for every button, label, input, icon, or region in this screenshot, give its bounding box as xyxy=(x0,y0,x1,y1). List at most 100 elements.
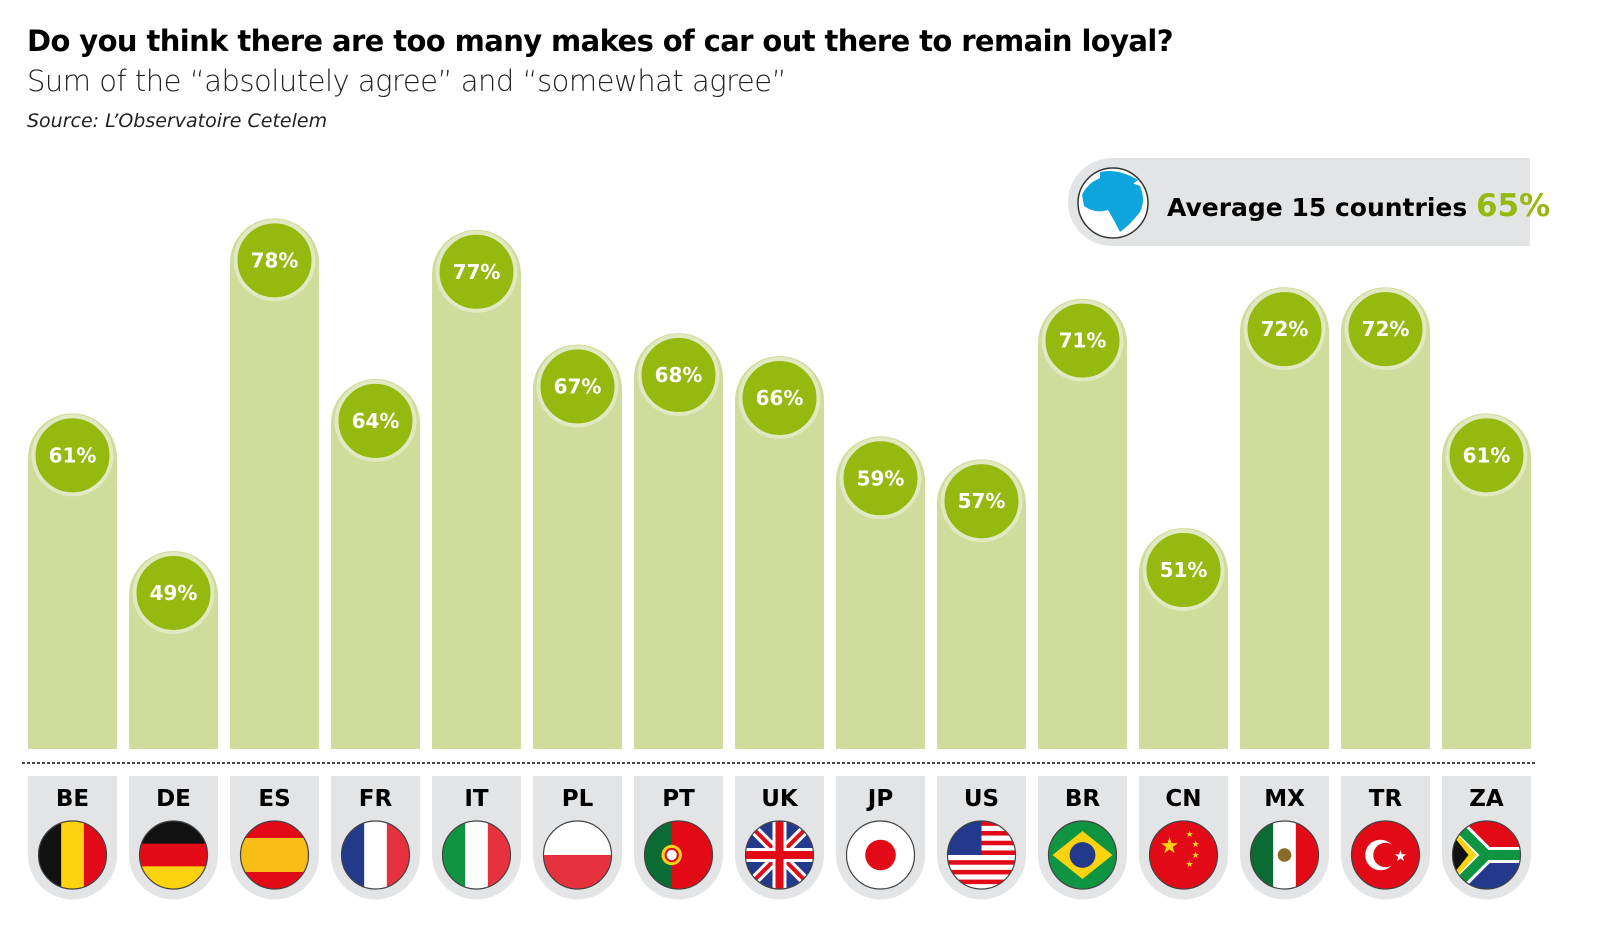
globe-land xyxy=(1082,176,1143,232)
chart-title: Do you think there are too many makes of… xyxy=(27,24,1174,58)
flag-stripe xyxy=(1295,821,1319,889)
bar xyxy=(735,355,824,749)
data-label: 59% xyxy=(857,466,905,490)
data-label: 67% xyxy=(554,375,602,399)
bar xyxy=(1442,413,1531,749)
data-label: 66% xyxy=(756,386,804,410)
tick-label: TR xyxy=(1369,786,1403,812)
flag-emblem xyxy=(1277,848,1292,862)
flag-stripe xyxy=(61,821,85,889)
value-circle xyxy=(334,379,417,462)
value-circle xyxy=(1344,288,1427,371)
bar-group-pt: 68% PT xyxy=(634,333,723,900)
flag-stripe xyxy=(139,821,208,845)
flag-star: ★ xyxy=(1192,851,1200,861)
average-label: Average 15 countries 65% xyxy=(1167,188,1550,224)
flag-border xyxy=(1148,820,1219,890)
flag-stripe xyxy=(947,855,1016,861)
bar xyxy=(331,378,420,749)
bar-group-za: 61% ZA xyxy=(1442,413,1531,900)
tick-label: MX xyxy=(1264,786,1305,812)
flag-stripe xyxy=(947,874,1016,880)
flag-stripe xyxy=(386,821,410,889)
flag-star: ★ xyxy=(1192,840,1200,850)
flag-jp-icon xyxy=(846,821,915,889)
bar-group-us: 57% US xyxy=(937,459,1026,900)
data-label: 72% xyxy=(1362,317,1410,341)
tick-label: PL xyxy=(562,786,594,812)
data-label: 61% xyxy=(1463,443,1511,467)
bar xyxy=(634,333,723,749)
flag-stripe xyxy=(947,869,1016,875)
flag-sun xyxy=(865,839,896,871)
value-circle xyxy=(233,219,316,302)
value-circle xyxy=(1445,414,1528,497)
bar xyxy=(533,344,622,749)
flag-br-icon xyxy=(1048,821,1117,889)
flag-stripe xyxy=(1250,821,1274,889)
average-box xyxy=(1068,158,1530,246)
flag-border xyxy=(946,820,1017,890)
flag-stripe xyxy=(341,821,365,889)
data-label: 68% xyxy=(655,363,703,387)
flag-border xyxy=(1451,820,1522,890)
flag-stripe xyxy=(240,838,309,872)
value-circle xyxy=(31,414,114,497)
flag-stripe xyxy=(947,879,1016,885)
flag-border xyxy=(138,820,209,890)
tick-label: CN xyxy=(1165,786,1201,812)
average-value: 65% xyxy=(1476,188,1550,224)
data-label: 71% xyxy=(1059,329,1107,353)
tick-label: ES xyxy=(258,786,290,812)
bar xyxy=(836,436,925,749)
bar xyxy=(1240,287,1329,749)
bar-group-es: 78% ES xyxy=(230,218,319,900)
bar xyxy=(1341,287,1430,749)
flag-star: ★ xyxy=(1186,830,1194,840)
flag-mx-icon xyxy=(1250,821,1319,889)
flag-stripe xyxy=(487,821,511,889)
value-circle xyxy=(637,334,720,417)
flag-border xyxy=(1047,820,1118,890)
flag-it-icon xyxy=(442,821,511,889)
chart-subtitle: Sum of the “absolutely agree” and “somew… xyxy=(27,64,787,98)
flag-stripe xyxy=(745,851,814,859)
value-circle xyxy=(435,230,518,313)
flag-stripe xyxy=(947,859,1016,866)
tick-label: JP xyxy=(866,786,893,812)
tick-label: US xyxy=(964,786,999,812)
bar-group-cn: 51%CN★ ★★★★ xyxy=(1139,528,1228,900)
bar-group-br: 71% BR xyxy=(1038,298,1127,900)
flag-uk-icon xyxy=(745,821,814,889)
flag-border xyxy=(37,820,108,890)
value-circle xyxy=(536,345,619,428)
flag-fr-icon xyxy=(341,821,410,889)
flag-border xyxy=(239,820,310,890)
flag-es-icon xyxy=(240,821,309,889)
flag-globe xyxy=(1069,842,1096,868)
data-label: 64% xyxy=(352,409,400,433)
bar-group-mx: 72% MX xyxy=(1240,287,1329,900)
value-circle xyxy=(1041,299,1124,382)
bar xyxy=(230,218,319,749)
flag-border xyxy=(744,820,815,890)
value-circle xyxy=(738,356,821,439)
value-circle xyxy=(839,437,922,520)
tick-label: BR xyxy=(1065,786,1101,812)
data-label: 78% xyxy=(251,248,299,272)
bar-group-jp: 59% JP xyxy=(836,436,925,900)
chart-source: Source: L’Observatoire Cetelem xyxy=(27,110,328,132)
flag-star: ★ xyxy=(1186,860,1194,870)
tick-label: DE xyxy=(156,786,191,812)
flag-triangle xyxy=(1452,835,1469,875)
tick-label: ZA xyxy=(1469,786,1504,812)
data-label: 72% xyxy=(1261,317,1309,341)
flag-border xyxy=(845,820,916,890)
flag-border xyxy=(1350,820,1421,890)
tick-label: IT xyxy=(464,786,489,812)
bar-group-tr: 72% TR ★ xyxy=(1341,287,1430,900)
flag-star: ★ xyxy=(1160,834,1180,859)
flag-border xyxy=(1249,820,1320,890)
flag-stripe xyxy=(465,821,489,889)
